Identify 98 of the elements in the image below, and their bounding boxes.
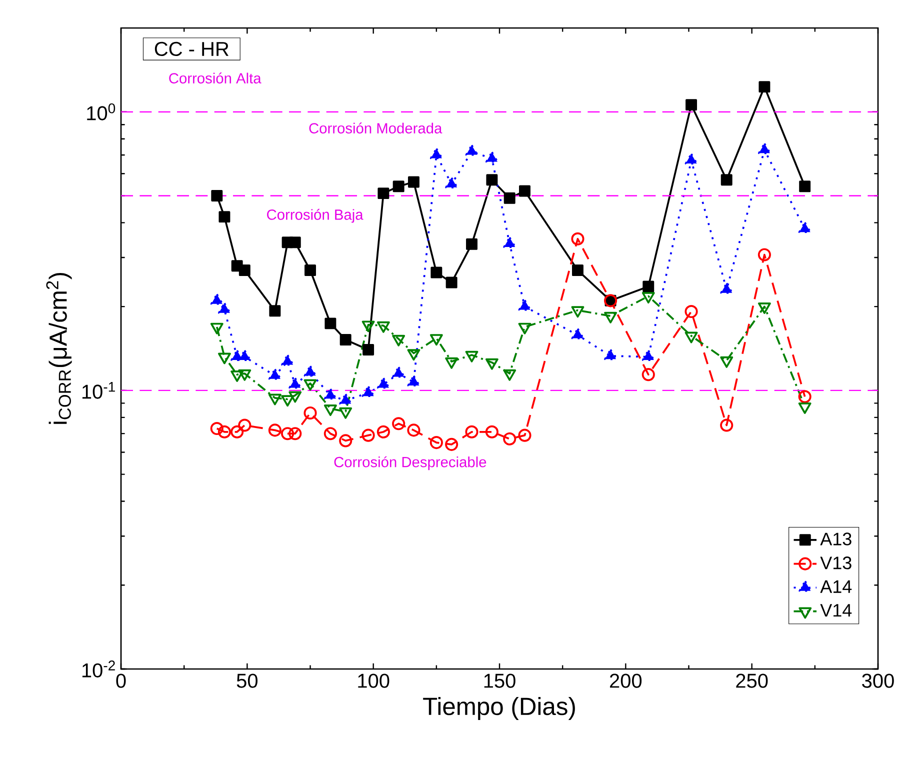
point <box>430 266 442 278</box>
point <box>571 306 584 318</box>
point <box>571 232 584 246</box>
point <box>518 322 532 334</box>
point <box>281 395 294 407</box>
point <box>465 350 478 362</box>
point <box>642 280 654 292</box>
point <box>445 357 458 369</box>
point <box>324 318 336 330</box>
point <box>324 427 337 440</box>
point <box>485 425 498 438</box>
point <box>445 438 458 451</box>
point <box>376 425 390 438</box>
point <box>446 276 458 288</box>
point <box>238 418 252 432</box>
annotation: Corrosión Despreciable <box>334 456 486 470</box>
y-axis-title: i$_{CORR}$(μA/cm$^{2}$) <box>46 272 72 424</box>
legend-label: A14 <box>820 580 852 593</box>
point <box>238 264 250 276</box>
point <box>720 356 734 368</box>
point <box>720 174 732 186</box>
point <box>324 404 337 416</box>
point <box>210 422 224 436</box>
point <box>642 292 655 304</box>
point <box>799 180 811 192</box>
point <box>407 424 420 437</box>
point <box>758 81 770 93</box>
point <box>642 368 655 382</box>
point <box>486 174 498 186</box>
point <box>686 99 698 111</box>
point <box>218 352 231 364</box>
point <box>339 434 352 448</box>
legend-label: A13 <box>820 532 852 546</box>
annotation: Corrosión Alta <box>169 72 262 84</box>
annotation: Corrosión Moderada <box>309 122 442 134</box>
point <box>362 428 375 442</box>
point <box>504 192 516 204</box>
point <box>340 334 352 346</box>
point <box>430 436 443 450</box>
point <box>684 332 698 344</box>
annotation: CC - HR <box>154 42 228 56</box>
point <box>798 390 812 404</box>
point <box>758 302 771 314</box>
point <box>518 428 532 442</box>
y-tick-label: 10$^{0}$ <box>87 103 116 120</box>
point <box>392 180 404 192</box>
point <box>392 417 406 430</box>
point <box>430 334 443 346</box>
point <box>210 322 224 334</box>
point <box>269 305 281 317</box>
point <box>408 176 420 188</box>
point <box>407 349 420 361</box>
point <box>466 238 478 250</box>
y-tick-label: 10$^{-2}$ <box>82 660 115 678</box>
point <box>218 425 231 438</box>
point <box>230 425 244 438</box>
x-tick-label: 50 <box>236 674 258 688</box>
point <box>503 432 516 446</box>
point <box>339 407 352 419</box>
y-tick-label: 10$^{-1}$ <box>82 382 115 399</box>
x-axis-title: Tiempo (Dias) <box>423 697 575 720</box>
point <box>288 391 302 403</box>
point <box>720 418 734 432</box>
point <box>684 304 698 318</box>
point <box>362 320 375 332</box>
point <box>378 188 390 200</box>
point <box>211 190 223 202</box>
point <box>289 236 301 248</box>
point <box>503 369 516 381</box>
point <box>519 185 530 197</box>
point <box>238 369 252 381</box>
x-tick-label: 300 <box>862 674 894 688</box>
point <box>376 321 390 333</box>
point <box>798 402 812 414</box>
x-tick-label: 250 <box>736 674 768 688</box>
point <box>485 358 498 370</box>
point <box>230 370 244 382</box>
point <box>465 425 478 438</box>
point <box>604 312 618 324</box>
point <box>304 264 316 276</box>
x-tick-label: 200 <box>610 674 642 688</box>
point <box>392 334 406 346</box>
x-tick-label: 150 <box>484 674 516 688</box>
x-tick-label: 0 <box>116 674 126 688</box>
point <box>218 211 230 223</box>
point <box>758 248 771 262</box>
legend-label: V13 <box>820 556 852 570</box>
point <box>268 424 282 437</box>
point <box>268 394 282 406</box>
point <box>304 406 317 420</box>
point <box>304 379 317 391</box>
point <box>572 264 584 276</box>
x-tick-label: 100 <box>358 674 390 688</box>
point <box>362 344 374 356</box>
annotation: Corrosión Baja <box>267 208 364 223</box>
point <box>288 427 302 440</box>
legend-label: V14 <box>820 604 852 617</box>
point <box>281 427 294 440</box>
